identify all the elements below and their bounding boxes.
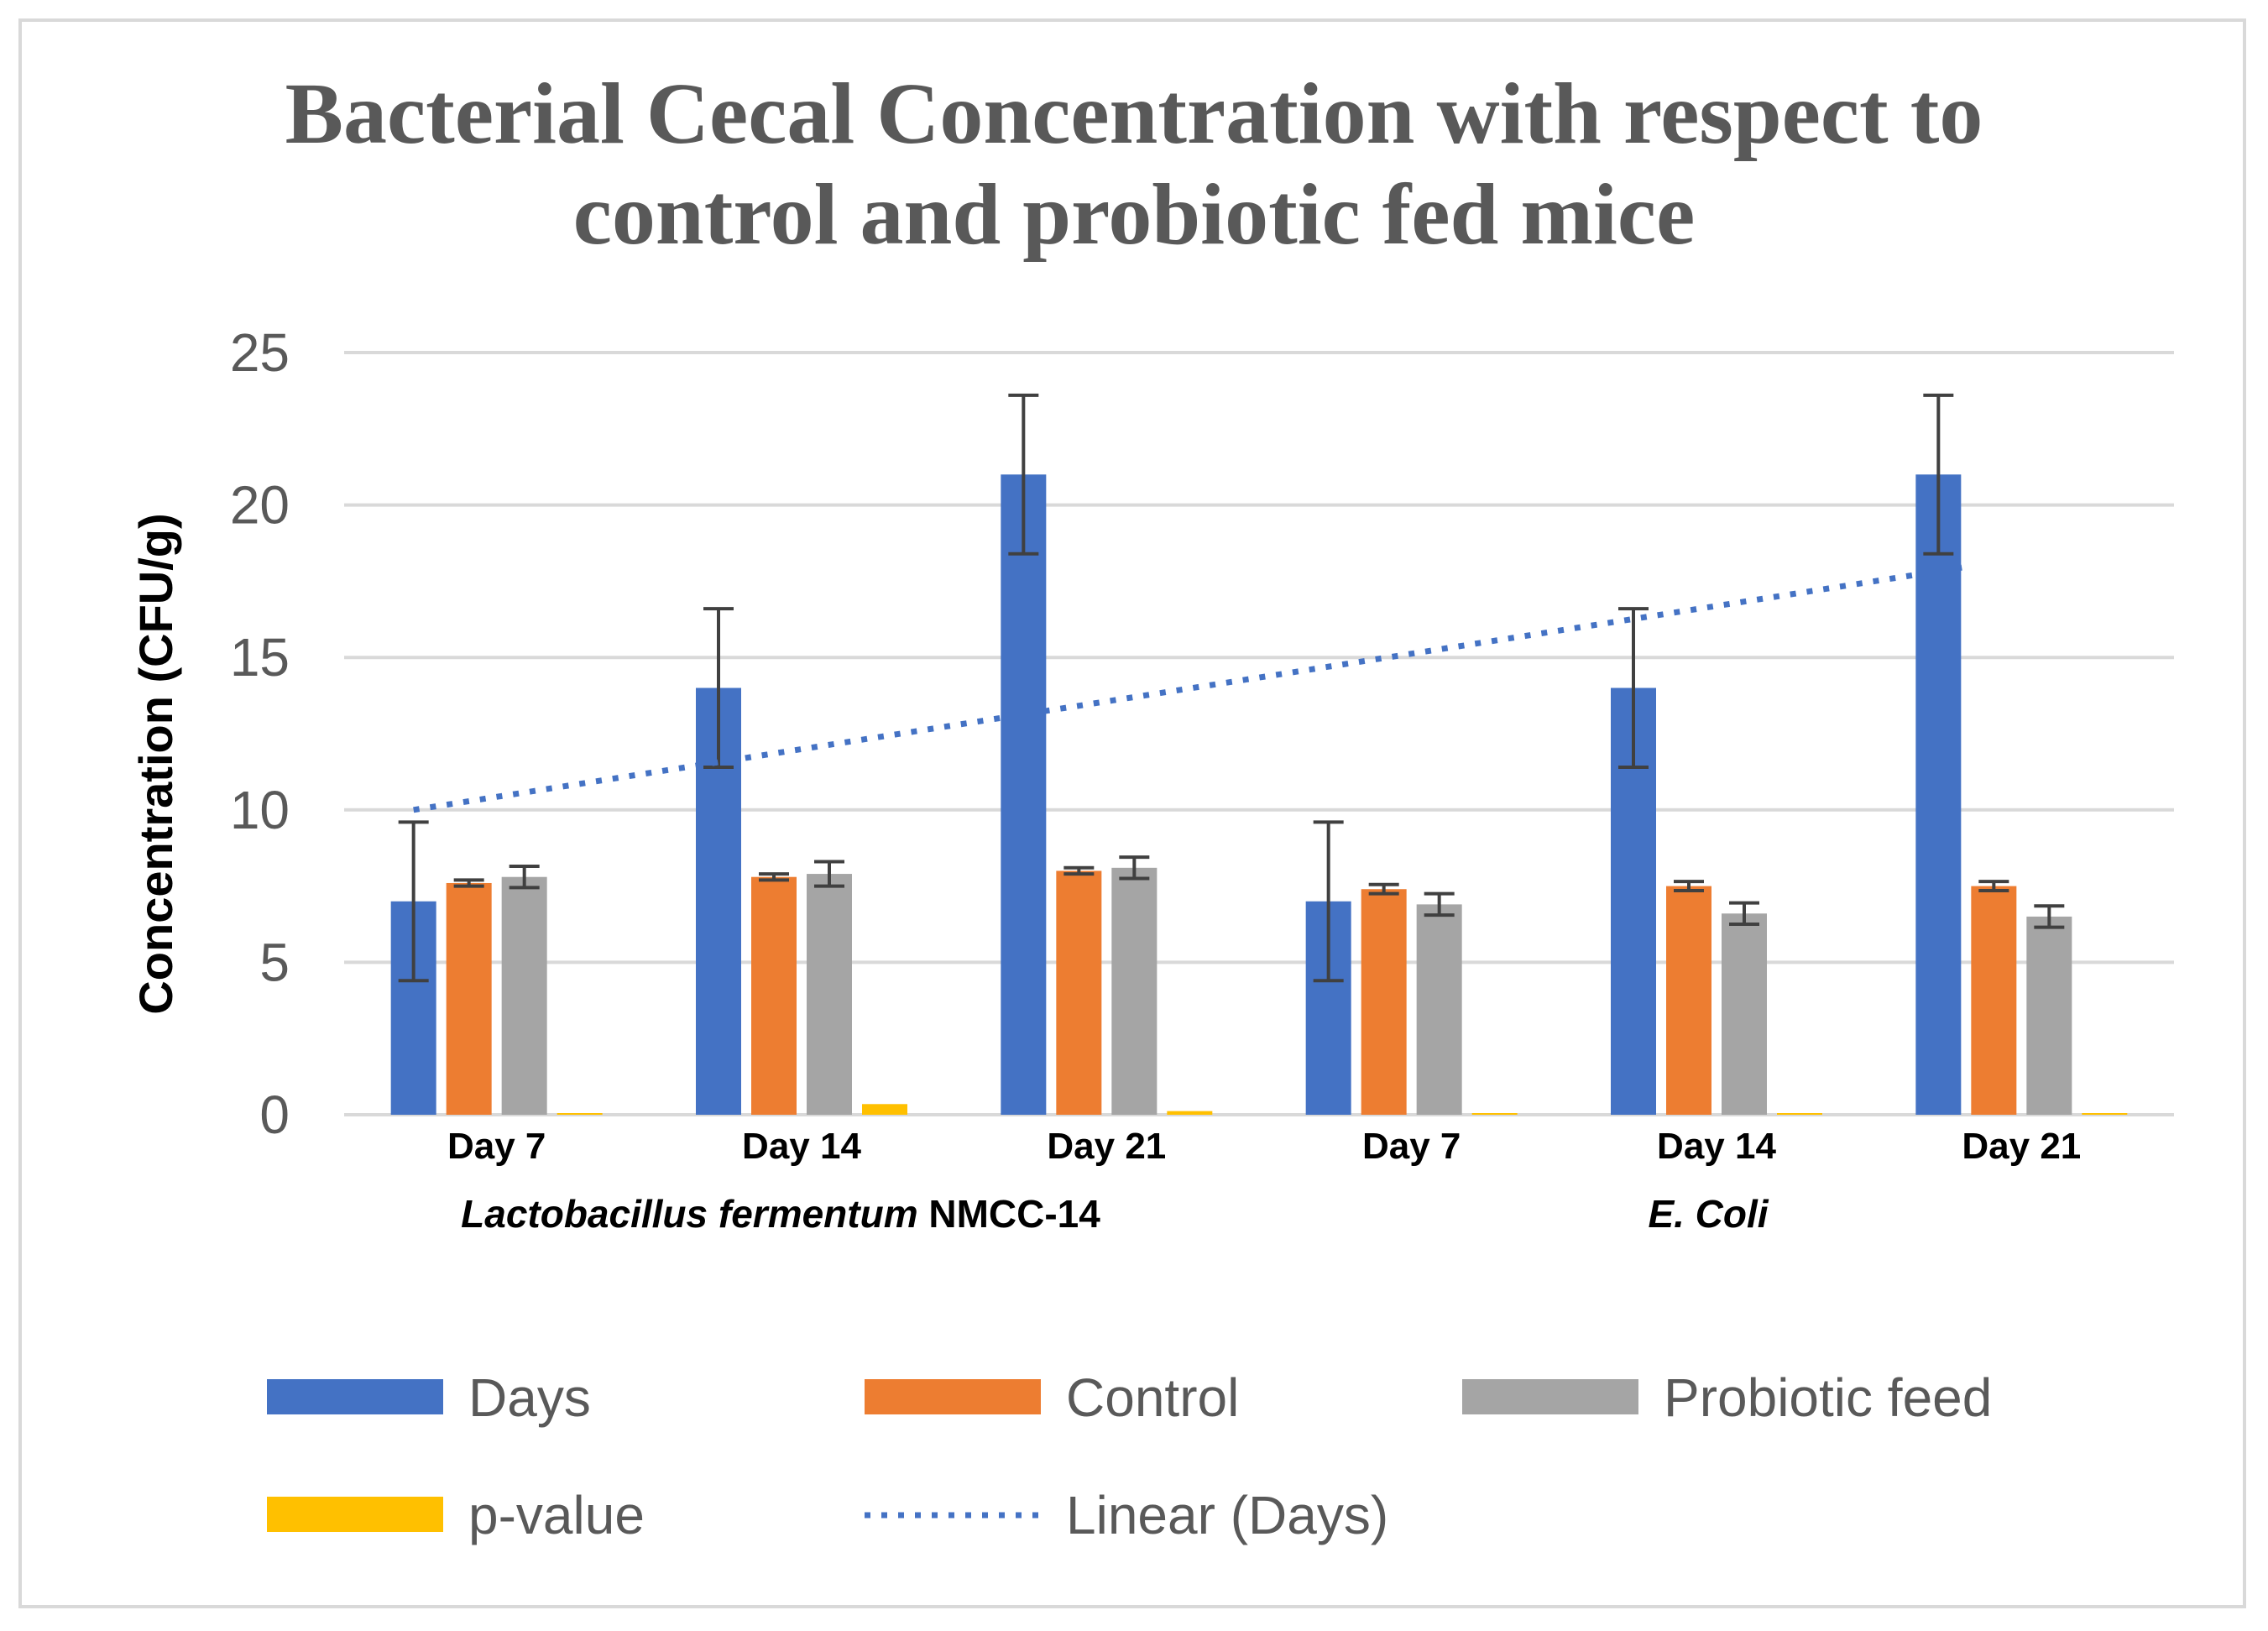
x-tick-label-0: Day 7: [447, 1126, 546, 1167]
bars: [390, 474, 2128, 1115]
legend-item-p-value: p-value: [267, 1485, 645, 1545]
legend-item-linear-days-: Linear (Days): [865, 1485, 1388, 1545]
group-label-ecoli: E. Coli: [1648, 1192, 1769, 1236]
y-tick-label-10: 10: [230, 780, 290, 840]
bar-control-2: [1056, 870, 1102, 1115]
legend-item-days: Days: [267, 1367, 591, 1428]
error-bar-days-2: [1008, 393, 1039, 556]
error-bar-probiotic-feed-5: [2034, 904, 2065, 929]
y-tick-label-25: 25: [230, 322, 290, 383]
bar-control-3: [1361, 889, 1407, 1115]
y-tick-label-15: 15: [230, 627, 290, 687]
trendline: [413, 562, 1973, 813]
bar-probiotic-feed-2: [1111, 867, 1158, 1115]
bar-control-1: [751, 876, 797, 1115]
error-bar-control-3: [1368, 882, 1399, 896]
chart-title-line-1: Bacterial Cecal Concentration with respe…: [285, 65, 1983, 162]
bar-probiotic-feed-5: [2026, 916, 2072, 1115]
bar-p-value-0: [557, 1113, 603, 1115]
bar-control-5: [1971, 886, 2017, 1115]
bar-probiotic-feed-3: [1416, 904, 1462, 1115]
error-bar-probiotic-feed-2: [1119, 855, 1150, 881]
legend-item-probiotic-feed: Probiotic feed: [1462, 1367, 1992, 1428]
bar-p-value-1: [862, 1104, 907, 1115]
error-bar-days-3: [1313, 820, 1344, 983]
error-bar-probiotic-feed-0: [509, 864, 540, 890]
group-label-lactobacillus: Lactobacillus fermentum NMCC-14: [461, 1192, 1100, 1236]
x-tick-label-4: Day 14: [1657, 1126, 1776, 1167]
error-bars: [398, 393, 2065, 983]
group-label-ecoli-italic: E. Coli: [1648, 1192, 1769, 1236]
x-axis-ticks: Day 7 Day 14 Day 21 Day 7 Day 14 Day 21: [447, 1126, 2081, 1167]
legend-swatch: [865, 1379, 1041, 1414]
bar-p-value-2: [1167, 1111, 1213, 1115]
error-bar-probiotic-feed-4: [1729, 901, 1759, 926]
error-bar-control-5: [1978, 880, 2009, 893]
bar-probiotic-feed-4: [1722, 913, 1767, 1115]
x-tick-label-1: Day 14: [742, 1126, 861, 1167]
legend-swatch: [1462, 1379, 1638, 1414]
bar-p-value-5: [2082, 1113, 2128, 1115]
legend-swatch: [267, 1379, 443, 1414]
legend-label: Linear (Days): [1066, 1485, 1388, 1545]
legend-label: Probiotic feed: [1664, 1367, 1992, 1428]
chart-frame: [18, 18, 2246, 1608]
y-tick-label-0: 0: [259, 1085, 290, 1145]
error-bar-probiotic-feed-3: [1424, 891, 1455, 917]
bar-p-value-3: [1471, 1113, 1518, 1115]
x-tick-label-3: Day 7: [1362, 1126, 1461, 1167]
legend-swatch: [267, 1497, 443, 1532]
y-axis-label: Concentration (CFU/g): [129, 513, 182, 1014]
error-bar-days-1: [703, 607, 734, 769]
legend-item-control: Control: [865, 1367, 1239, 1428]
legend: Days Control Probiotic feed p-value Linear (…: [267, 1367, 1992, 1545]
y-tick-label-5: 5: [259, 932, 290, 992]
bar-days-5: [1915, 474, 1962, 1115]
y-axis-ticks: 0 5 10 15 20 25: [230, 322, 290, 1145]
error-bar-control-2: [1063, 865, 1095, 876]
error-bar-control-4: [1674, 880, 1704, 893]
chart-title-line-2: control and probiotic fed mice: [573, 166, 1696, 263]
legend-label: Control: [1066, 1367, 1239, 1428]
trendline-linear-days: [413, 562, 1973, 813]
bar-control-0: [446, 882, 492, 1115]
bar-probiotic-feed-0: [501, 876, 547, 1115]
x-tick-label-5: Day 21: [1962, 1126, 2081, 1167]
group-label-lactobacillus-suffix: NMCC-14: [918, 1192, 1101, 1236]
error-bar-control-1: [759, 872, 789, 882]
bar-control-4: [1666, 886, 1711, 1115]
legend-label: Days: [468, 1367, 591, 1428]
bar-p-value-4: [1777, 1113, 1822, 1115]
bar-days-2: [1001, 474, 1047, 1115]
x-tick-label-2: Day 21: [1047, 1126, 1166, 1167]
y-tick-label-20: 20: [230, 475, 290, 536]
error-bar-days-4: [1618, 607, 1649, 769]
group-label-lactobacillus-italic: Lactobacillus fermentum: [461, 1192, 917, 1236]
error-bar-probiotic-feed-1: [814, 860, 844, 888]
legend-label: p-value: [468, 1485, 645, 1545]
error-bar-days-0: [398, 820, 429, 983]
gridlines: [344, 351, 2174, 1116]
error-bar-control-0: [453, 878, 484, 888]
error-bar-days-5: [1923, 393, 1954, 556]
bar-probiotic-feed-1: [807, 874, 852, 1115]
